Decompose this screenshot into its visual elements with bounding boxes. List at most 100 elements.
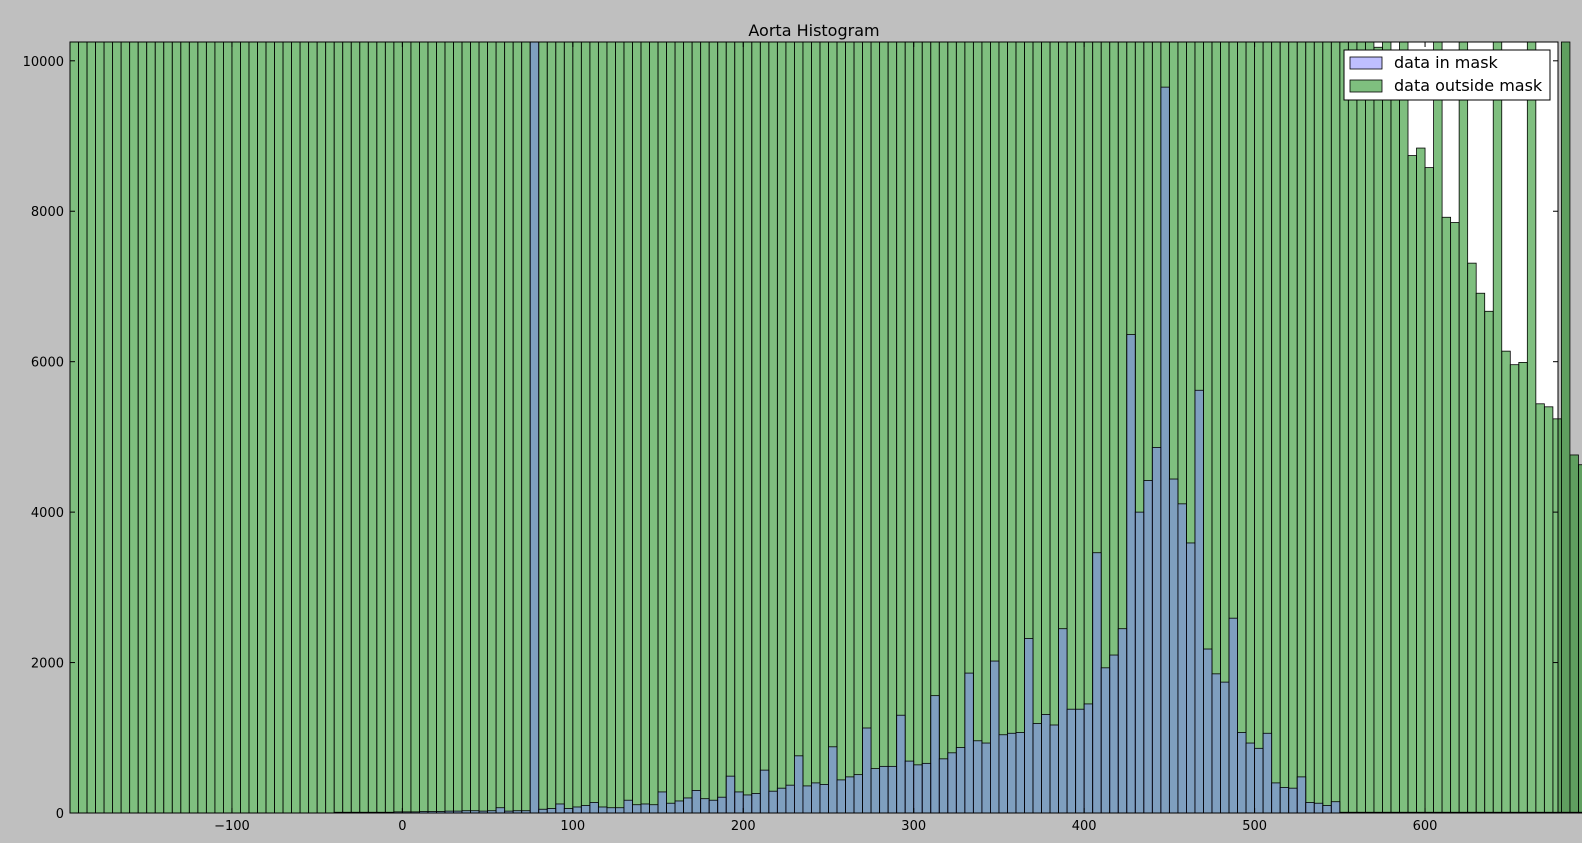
in-mask-bar: [990, 660, 1000, 814]
outside-mask-bar: [904, 41, 915, 814]
outside-mask-bar: [921, 41, 932, 814]
outside-mask-bar: [1330, 41, 1341, 814]
in-mask-bar: [1220, 681, 1230, 814]
outside-mask-bar: [580, 41, 591, 814]
in-mask-bar: [580, 805, 591, 814]
outside-mask-bar: [291, 41, 301, 814]
in-mask-bar: [708, 799, 719, 814]
outside-mask-bar: [1484, 310, 1494, 814]
in-mask-bar: [1322, 805, 1332, 814]
outside-mask-bar: [325, 41, 335, 814]
in-mask-bar: [734, 791, 744, 814]
in-mask-bar: [845, 776, 855, 814]
in-mask-bar: [793, 755, 804, 814]
outside-mask-bar: [274, 41, 284, 814]
outside-mask-bar: [998, 41, 1008, 814]
outside-mask-bar: [453, 41, 463, 814]
in-mask-bar: [1024, 638, 1034, 814]
in-mask-bar: [811, 782, 821, 814]
y-tick-label: 10000: [23, 55, 64, 70]
outside-mask-bar: [734, 41, 744, 814]
outside-mask-bar: [1424, 167, 1434, 814]
in-mask-bar: [555, 803, 565, 814]
legend-label-in-mask: data in mask: [1394, 53, 1499, 72]
outside-mask-bar: [112, 41, 122, 814]
outside-mask-bar: [1382, 41, 1392, 814]
in-mask-bar: [768, 790, 778, 814]
outside-mask-bar: [393, 41, 403, 814]
outside-mask-bar: [401, 41, 412, 814]
in-mask-bar: [879, 765, 889, 814]
outside-mask-bar: [862, 41, 872, 814]
outside-mask-bar: [470, 41, 480, 814]
outside-mask-bar: [640, 41, 650, 814]
outside-mask-bar: [487, 41, 497, 814]
outside-mask-bar: [1475, 292, 1486, 814]
outside-mask-bar: [836, 41, 846, 814]
in-mask-bar: [1194, 389, 1204, 814]
in-mask-bar: [597, 806, 608, 814]
outside-mask-bar: [521, 41, 531, 814]
outside-mask-bar: [1450, 222, 1460, 814]
outside-mask-bar: [1416, 147, 1426, 814]
in-mask-bar: [546, 808, 557, 814]
outside-mask-bar: [828, 41, 838, 814]
in-mask-bar: [725, 775, 736, 814]
outside-mask-bar: [597, 41, 608, 814]
in-mask-bar: [862, 727, 872, 814]
outside-mask-bar: [1433, 41, 1443, 814]
outside-mask-bar: [154, 41, 165, 814]
outside-mask-bar: [197, 41, 207, 814]
outside-mask-bar: [384, 41, 395, 814]
outside-mask-bar: [163, 41, 173, 814]
in-mask-bar: [870, 768, 881, 814]
outside-mask-bar: [853, 41, 863, 814]
outside-mask-bar: [342, 41, 352, 814]
y-axis: 0 2000 4000 6000 8000 10000: [23, 55, 1558, 822]
outside-mask-bar: [1049, 41, 1059, 814]
y-tick-label: 2000: [31, 657, 64, 672]
outside-mask-bar: [1262, 41, 1273, 814]
in-mask-bar: [623, 799, 633, 814]
in-mask-bar: [1237, 732, 1247, 814]
outside-mask-bar: [419, 41, 429, 814]
x-tick-label: −100: [214, 819, 250, 834]
outside-mask-bar: [955, 41, 966, 814]
outside-mask-bar: [683, 41, 693, 814]
outside-mask-bar: [887, 41, 898, 814]
outside-mask-bar: [546, 41, 557, 814]
in-mask-bar: [759, 769, 770, 814]
outside-mask-bar: [427, 41, 437, 814]
outside-mask-bar: [742, 41, 753, 814]
in-mask-bar: [1049, 724, 1059, 814]
x-tick-label: 200: [731, 819, 756, 834]
in-mask-bar: [589, 802, 599, 814]
outside-mask-bars: [69, 41, 1582, 814]
in-mask-bar: [913, 764, 923, 814]
outside-mask-bar: [1518, 362, 1528, 814]
outside-mask-bar: [572, 41, 582, 814]
outside-mask-bar: [776, 41, 787, 814]
outside-mask-bar: [95, 41, 105, 814]
outside-mask-bar: [1458, 41, 1469, 814]
x-axis: −100 0 100 200 300 400 500 600: [214, 42, 1437, 834]
y-tick-label: 0: [56, 807, 64, 822]
outside-mask-bar: [103, 41, 114, 814]
outside-mask-bar: [240, 41, 250, 814]
outside-mask-bar: [845, 41, 855, 814]
outside-mask-bar: [444, 41, 454, 814]
in-mask-bar: [802, 785, 812, 814]
in-mask-bar: [666, 802, 676, 814]
in-mask-bar: [1228, 617, 1238, 814]
in-mask-bar: [674, 800, 685, 814]
in-mask-bar: [1330, 801, 1341, 814]
outside-mask-bar: [316, 41, 327, 814]
x-tick-label: 600: [1413, 819, 1438, 834]
y-tick-label: 8000: [31, 205, 64, 220]
outside-mask-bar: [1373, 46, 1383, 814]
in-mask-bar: [1177, 503, 1187, 814]
in-mask-bar: [819, 784, 829, 814]
outside-mask-bar: [938, 41, 949, 814]
outside-mask-bar: [759, 41, 770, 814]
in-mask-bar: [1075, 708, 1085, 814]
